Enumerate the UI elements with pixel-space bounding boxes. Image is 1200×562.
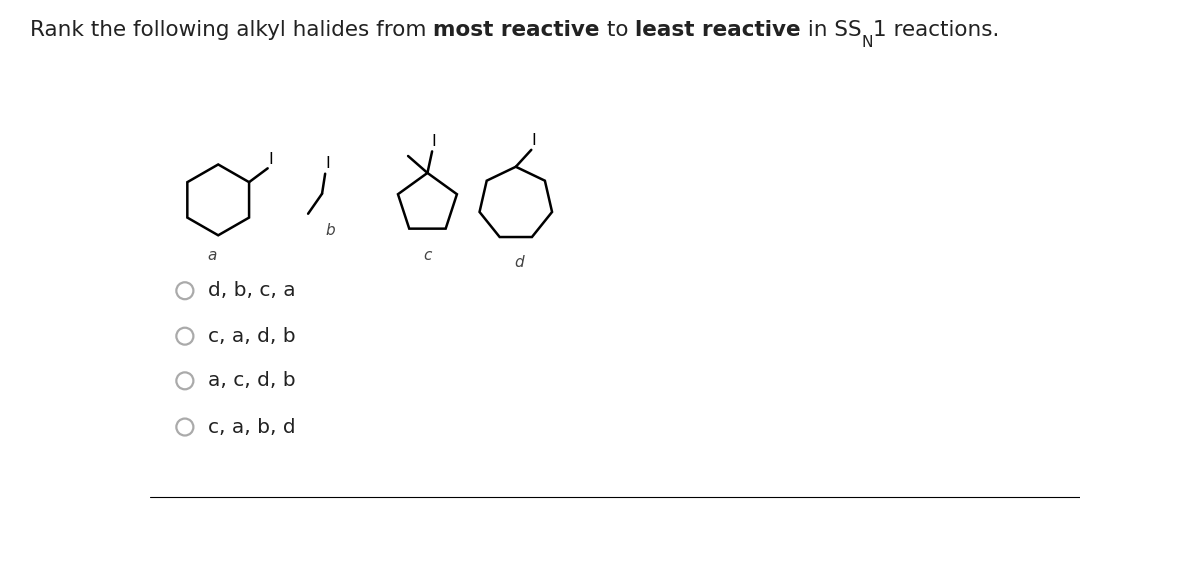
Text: a: a [208,248,217,262]
Text: N: N [862,35,874,51]
Text: c: c [424,248,432,264]
Text: I: I [431,134,436,149]
Text: c, a, b, d: c, a, b, d [208,418,295,437]
Text: d, b, c, a: d, b, c, a [208,281,295,300]
Text: most reactive: most reactive [433,20,600,40]
Text: I: I [532,133,536,148]
Text: d: d [514,255,523,270]
Text: Rank the following alkyl halides from: Rank the following alkyl halides from [30,20,433,40]
Text: 1 reactions.: 1 reactions. [874,20,1000,40]
Text: least reactive: least reactive [635,20,800,40]
Text: to: to [600,20,635,40]
Text: a, c, d, b: a, c, d, b [208,371,295,391]
Text: in S: in S [800,20,848,40]
Text: I: I [269,152,274,167]
Text: I: I [325,156,330,171]
Text: c, a, d, b: c, a, d, b [208,327,295,346]
Text: S: S [848,20,862,40]
Text: b: b [325,223,335,238]
